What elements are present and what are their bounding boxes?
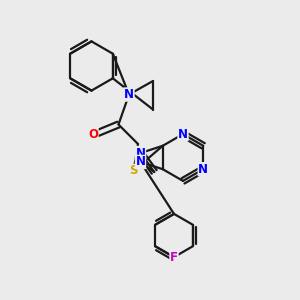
Text: O: O	[88, 128, 98, 142]
Text: N: N	[136, 146, 146, 160]
Text: N: N	[178, 128, 188, 141]
Text: N: N	[124, 88, 134, 101]
Text: N: N	[136, 155, 146, 169]
Text: S: S	[129, 164, 138, 178]
Text: N: N	[198, 163, 208, 176]
Text: F: F	[170, 250, 178, 264]
